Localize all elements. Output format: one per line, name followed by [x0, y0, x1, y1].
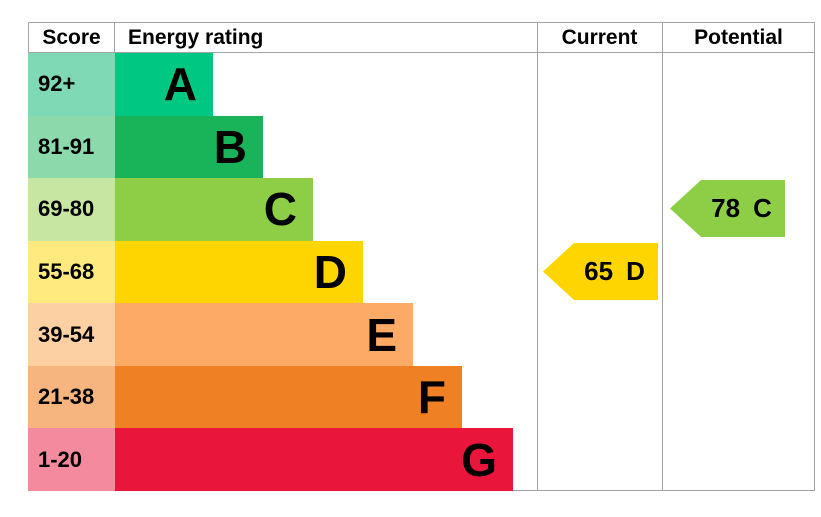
- rating-row-b: 81-91 B: [28, 115, 815, 179]
- grid-right-border: [814, 22, 815, 491]
- score-column-header: Score: [42, 25, 101, 49]
- rating-row-d: 55-68 D: [28, 240, 815, 304]
- rating-bar-a: A: [115, 53, 213, 116]
- potential-column-header: Potential: [694, 25, 783, 49]
- grid-score-separator: [114, 22, 115, 53]
- rating-row-f: 21-38 F: [28, 365, 815, 429]
- rating-bar-g: G: [115, 428, 513, 492]
- current-rating-letter: D: [626, 256, 645, 286]
- current-rating-value: 65: [584, 256, 614, 286]
- rating-row-e: 39-54 E: [28, 303, 815, 366]
- rating-letter-d: D: [313, 246, 347, 299]
- grid-header-bottom-border: [28, 52, 815, 53]
- grid-top-border: [28, 22, 815, 23]
- rating-letter-e: E: [366, 308, 397, 361]
- score-range-b: 81-91: [28, 115, 115, 179]
- energy-rating-column-header: Energy rating: [128, 25, 264, 49]
- grid-potential-separator: [662, 22, 663, 491]
- rating-row-c: 69-80 C: [28, 178, 815, 241]
- rating-bar-d: D: [115, 240, 363, 304]
- rating-bar-f: F: [115, 365, 462, 429]
- potential-rating-letter: C: [753, 193, 772, 223]
- potential-rating-value: 78: [711, 193, 741, 223]
- score-range-d: 55-68: [28, 240, 115, 304]
- rating-bar-c: C: [115, 178, 313, 241]
- rating-letter-g: G: [461, 433, 497, 486]
- score-range-c: 69-80: [28, 178, 115, 241]
- grid-left-border: [28, 22, 29, 53]
- rating-letter-a: A: [163, 58, 197, 111]
- rating-bar-b: B: [115, 115, 263, 179]
- current-column-header: Current: [561, 25, 638, 49]
- score-range-e: 39-54: [28, 303, 115, 366]
- score-range-a: 92+: [28, 53, 115, 116]
- rating-bar-e: E: [115, 303, 413, 366]
- grid-current-separator: [537, 22, 538, 491]
- rating-rows: 92+ A 81-91 B 69-80 C 55-68 D 39-54: [28, 53, 815, 492]
- score-range-f: 21-38: [28, 365, 115, 429]
- rating-letter-f: F: [417, 371, 446, 424]
- rating-row-g: 1-20 G: [28, 428, 815, 492]
- score-range-g: 1-20: [28, 428, 115, 492]
- rating-letter-c: C: [263, 183, 297, 236]
- rating-row-a: 92+ A: [28, 53, 815, 116]
- rating-letter-b: B: [213, 120, 247, 173]
